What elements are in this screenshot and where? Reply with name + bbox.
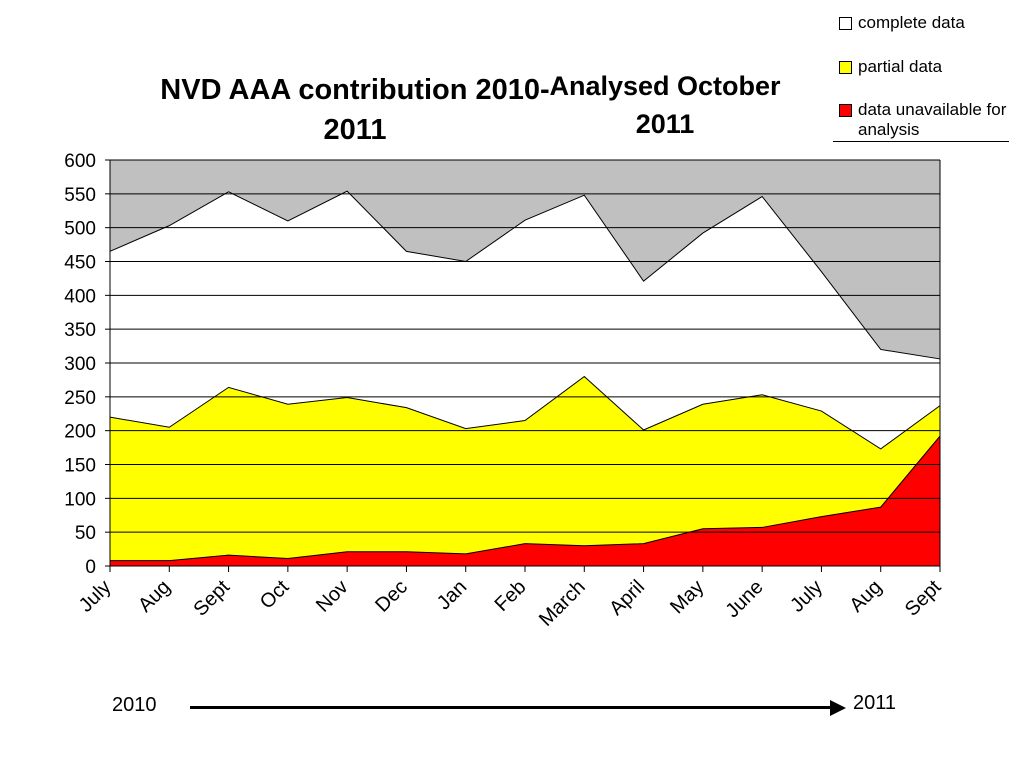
legend-swatch-data-unavailable <box>839 104 852 117</box>
x-tick-label: June <box>721 576 767 622</box>
legend-underline <box>833 141 1009 142</box>
legend-item-partial-data: partial data <box>839 57 1008 77</box>
y-tick-label: 200 <box>64 422 96 443</box>
y-tick-label: 50 <box>75 523 96 544</box>
y-tick-label: 300 <box>64 354 96 375</box>
x-tick-label: Nov <box>312 576 353 617</box>
legend-swatch-partial-data <box>839 61 852 74</box>
x-tick-label: Aug <box>134 576 175 617</box>
timeline-end-year: 2011 <box>853 692 897 714</box>
legend-label-partial-data: partial data <box>858 57 943 76</box>
series-line-partial-data <box>109 375 941 450</box>
x-tick-label: Sept <box>901 576 946 621</box>
y-tick-label: 550 <box>64 185 96 206</box>
x-tick-label: July <box>786 576 827 617</box>
x-tick-label: Feb <box>491 576 531 616</box>
y-tick-label: 350 <box>64 320 96 341</box>
series-line-complete-data <box>109 190 941 360</box>
legend-item-complete-data: complete data <box>839 13 1008 33</box>
area-partial-data <box>110 376 940 566</box>
timeline-arrow-head-icon <box>830 700 846 716</box>
timeline-arrow-line <box>190 706 840 709</box>
legend-item-data-unavailable: data unavailable for analysis <box>839 100 1008 140</box>
y-tick-label: 600 <box>64 151 96 172</box>
y-tick-label: 450 <box>64 253 96 274</box>
y-tick-label: 500 <box>64 219 96 240</box>
series-line-data-unavailable-for-analysis <box>110 435 941 562</box>
x-tick-label: Aug <box>846 576 887 617</box>
legend-label-complete-data: complete data <box>858 13 965 32</box>
x-tick-label: Oct <box>256 576 294 614</box>
x-tick-label: Sept <box>189 576 234 621</box>
x-tick-label: March <box>535 576 590 631</box>
timeline-start-year: 2010 <box>112 694 157 716</box>
x-tick-label: May <box>666 576 708 618</box>
chart-title: NVD AAA contribution 2010-2011 <box>160 74 550 146</box>
area-data-unavailable-for-analysis <box>110 436 940 566</box>
y-tick-label: 150 <box>64 456 96 477</box>
legend-swatch-complete-data <box>839 17 852 30</box>
legend-label-data-unavailable: data unavailable for analysis <box>858 100 1007 139</box>
chart-subtitle: Analysed October 2011 <box>549 71 781 139</box>
y-tick-label: 100 <box>64 489 96 510</box>
x-tick-label: Dec <box>371 576 412 617</box>
y-tick-label: 0 <box>85 557 96 578</box>
x-tick-label: July <box>75 576 116 617</box>
x-tick-label: Jan <box>433 576 471 614</box>
y-tick-label: 400 <box>64 286 96 307</box>
y-tick-label: 250 <box>64 388 96 409</box>
x-tick-label: April <box>605 576 649 620</box>
